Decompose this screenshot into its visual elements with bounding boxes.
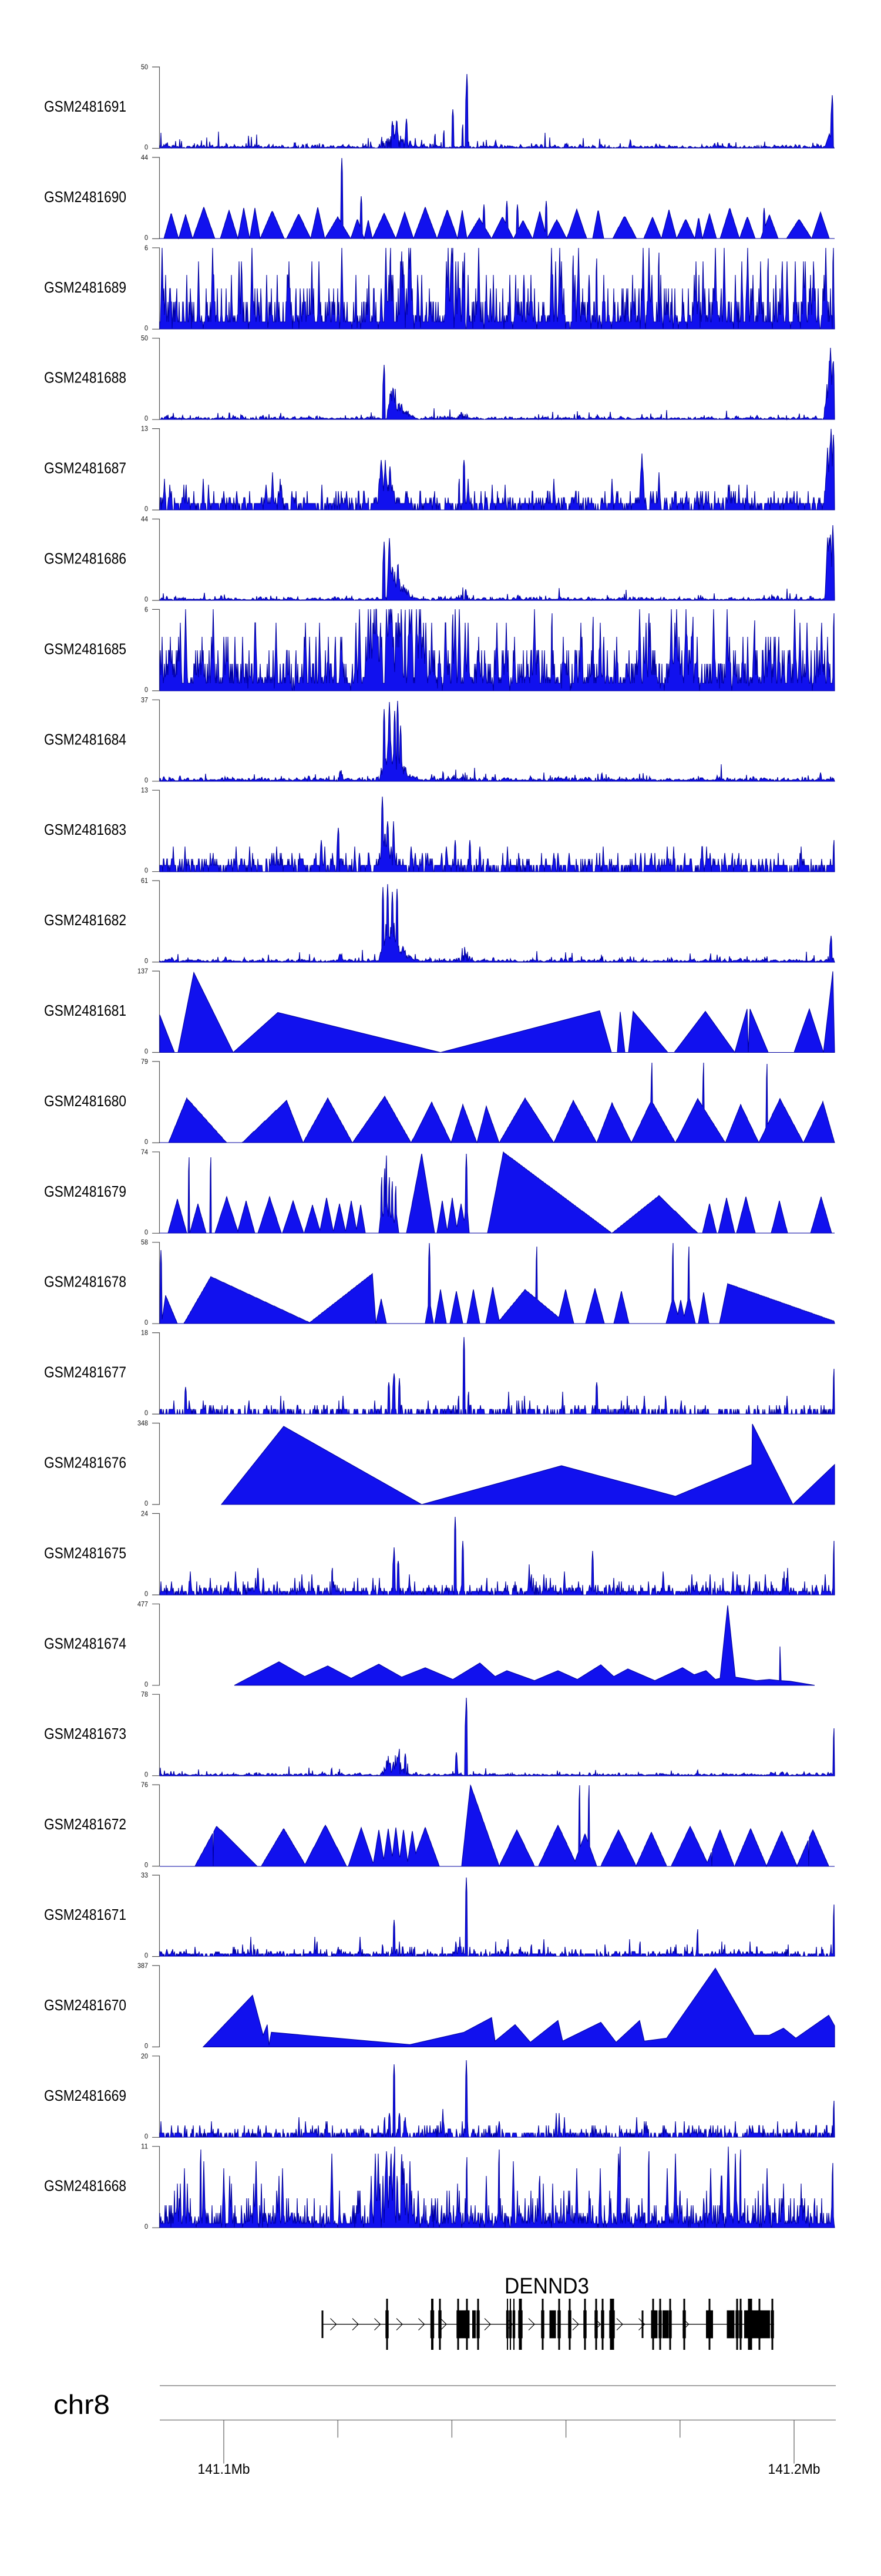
svg-text:0: 0 [144, 506, 148, 513]
svg-text:0: 0 [144, 1681, 148, 1688]
svg-text:0: 0 [144, 1229, 148, 1236]
svg-text:141.2Mb: 141.2Mb [768, 2461, 821, 2477]
svg-text:79: 79 [141, 1059, 148, 1066]
svg-text:58: 58 [141, 1240, 148, 1247]
svg-text:0: 0 [144, 1591, 148, 1598]
svg-text:13: 13 [141, 787, 148, 794]
svg-text:74: 74 [141, 1149, 149, 1156]
svg-text:GSM2481670: GSM2481670 [44, 1997, 126, 2014]
svg-text:0: 0 [144, 2043, 148, 2050]
svg-text:0: 0 [144, 1772, 148, 1779]
svg-text:0: 0 [144, 234, 148, 241]
svg-text:GSM2481684: GSM2481684 [44, 731, 126, 748]
svg-text:GSM2481677: GSM2481677 [44, 1365, 126, 1381]
svg-text:76: 76 [141, 1782, 148, 1789]
svg-text:44: 44 [141, 516, 149, 523]
svg-text:GSM2481674: GSM2481674 [44, 1635, 126, 1652]
svg-text:GSM2481685: GSM2481685 [44, 641, 126, 657]
svg-text:6: 6 [144, 606, 148, 613]
svg-text:33: 33 [141, 1872, 148, 1879]
svg-text:GSM2481686: GSM2481686 [44, 551, 126, 567]
svg-text:0: 0 [144, 1953, 148, 1960]
svg-text:0: 0 [144, 145, 148, 152]
svg-text:0: 0 [144, 868, 148, 875]
svg-text:78: 78 [141, 1691, 148, 1698]
svg-text:GSM2481691: GSM2481691 [44, 99, 126, 115]
svg-text:0: 0 [144, 777, 148, 784]
svg-text:0: 0 [144, 1862, 148, 1869]
svg-text:0: 0 [144, 1138, 148, 1146]
svg-text:37: 37 [141, 697, 148, 704]
svg-text:50: 50 [141, 335, 148, 342]
svg-text:GSM2481682: GSM2481682 [44, 912, 126, 929]
svg-text:61: 61 [141, 878, 148, 885]
svg-text:348: 348 [137, 1420, 148, 1428]
svg-text:GSM2481680: GSM2481680 [44, 1093, 126, 1110]
svg-text:18: 18 [141, 1330, 148, 1337]
svg-text:24: 24 [141, 1510, 149, 1517]
svg-text:chr8: chr8 [53, 2389, 110, 2420]
svg-text:GSM2481676: GSM2481676 [44, 1455, 126, 1472]
svg-text:387: 387 [137, 1963, 148, 1970]
svg-text:0: 0 [144, 415, 148, 422]
svg-text:0: 0 [144, 325, 148, 332]
svg-text:44: 44 [141, 155, 149, 162]
svg-text:GSM2481687: GSM2481687 [44, 461, 126, 477]
svg-text:GSM2481688: GSM2481688 [44, 370, 126, 387]
svg-text:GSM2481678: GSM2481678 [44, 1274, 126, 1291]
svg-text:GSM2481669: GSM2481669 [44, 2088, 126, 2104]
svg-text:0: 0 [144, 1500, 148, 1507]
svg-text:0: 0 [144, 2133, 148, 2140]
svg-text:0: 0 [144, 1049, 148, 1056]
svg-text:141.1Mb: 141.1Mb [198, 2461, 250, 2477]
svg-text:GSM2481672: GSM2481672 [44, 1816, 126, 1833]
svg-text:0: 0 [144, 687, 148, 694]
svg-text:GSM2481689: GSM2481689 [44, 280, 126, 296]
svg-text:GSM2481681: GSM2481681 [44, 1003, 126, 1019]
svg-text:GSM2481683: GSM2481683 [44, 822, 126, 838]
svg-text:13: 13 [141, 426, 148, 433]
svg-text:0: 0 [144, 1319, 148, 1326]
svg-text:50: 50 [141, 64, 148, 71]
svg-text:0: 0 [144, 2224, 148, 2231]
svg-text:137: 137 [137, 968, 148, 975]
svg-text:0: 0 [144, 1410, 148, 1417]
svg-text:0: 0 [144, 596, 148, 603]
svg-text:DENND3: DENND3 [505, 2274, 589, 2299]
svg-text:GSM2481668: GSM2481668 [44, 2178, 126, 2195]
svg-text:GSM2481673: GSM2481673 [44, 1726, 126, 1742]
svg-text:GSM2481679: GSM2481679 [44, 1184, 126, 1200]
svg-text:GSM2481675: GSM2481675 [44, 1545, 126, 1561]
svg-text:6: 6 [144, 245, 148, 252]
svg-text:20: 20 [141, 2053, 148, 2060]
svg-text:GSM2481690: GSM2481690 [44, 189, 126, 206]
svg-text:11: 11 [141, 2144, 148, 2151]
svg-text:0: 0 [144, 958, 148, 965]
svg-text:GSM2481671: GSM2481671 [44, 1907, 126, 1923]
svg-text:477: 477 [137, 1601, 148, 1608]
